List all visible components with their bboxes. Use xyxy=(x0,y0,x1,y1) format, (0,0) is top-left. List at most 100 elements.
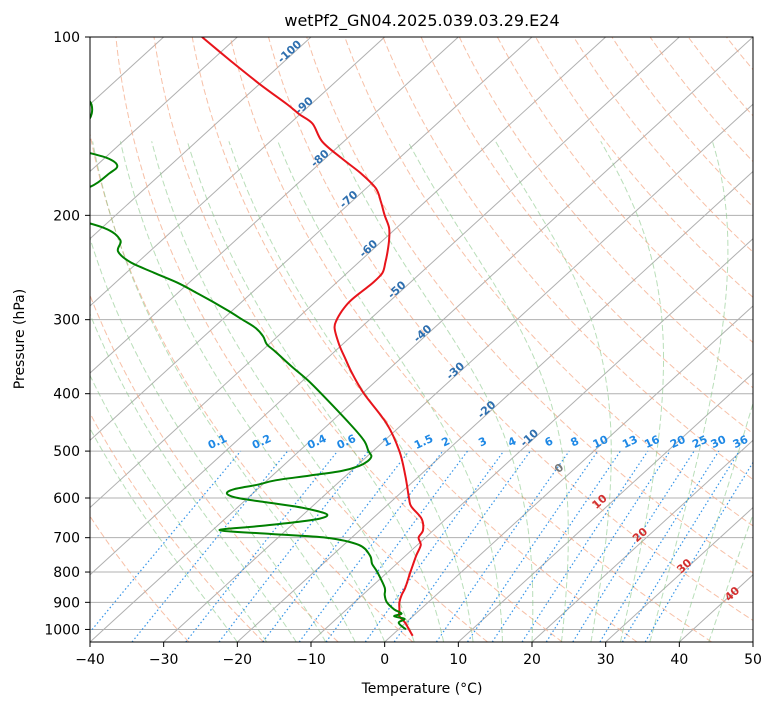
dry-adiabat xyxy=(382,37,753,481)
moist-adiabat xyxy=(119,141,386,642)
y-tick-label: 200 xyxy=(53,208,80,224)
mixing-ratio-line xyxy=(298,450,444,642)
moist-adiabat xyxy=(600,141,664,642)
mixing-ratio-label: 20 xyxy=(668,433,688,451)
moist-adiabat xyxy=(90,236,327,642)
moist-adiabat xyxy=(186,141,445,642)
moist-adiabat xyxy=(151,141,415,642)
moist-adiabat xyxy=(649,141,729,642)
dry-adiabat xyxy=(90,293,339,642)
mixing-ratio-line xyxy=(621,450,740,642)
dry-adiabat xyxy=(153,37,563,642)
y-tick-label: 100 xyxy=(53,30,80,46)
mixing-ratio-line xyxy=(521,450,649,642)
isotherm-line xyxy=(90,37,312,240)
moist-adiabat xyxy=(90,312,297,642)
temperature-profile xyxy=(201,37,425,637)
y-axis-title: Pressure (hPa) xyxy=(12,289,28,389)
isotherm-line xyxy=(90,37,607,509)
dry-adiabat xyxy=(115,37,488,642)
sounding-profiles xyxy=(90,37,425,637)
isotherm-line xyxy=(90,37,459,374)
mixing-ratio-label: 16 xyxy=(642,433,662,451)
y-tick-label: 400 xyxy=(53,387,80,403)
mixing-ratio-line xyxy=(185,450,339,642)
y-tick-label: 600 xyxy=(53,491,80,507)
isotherm-line xyxy=(90,37,753,642)
x-tick-label: −30 xyxy=(149,652,179,668)
mixing-ratio-line xyxy=(364,450,505,642)
moist-adiabat xyxy=(90,427,238,642)
moist-adiabat xyxy=(90,374,268,642)
moist-adiabat xyxy=(407,141,569,642)
isotherm-line xyxy=(90,37,680,576)
y-tick-label: 800 xyxy=(53,565,80,581)
mixing-ratio-lines xyxy=(90,450,753,642)
moist-adiabat xyxy=(228,141,474,642)
moist-adiabat xyxy=(92,141,356,642)
isotherm-line xyxy=(457,372,753,642)
isotherm-line xyxy=(90,37,533,442)
mixing-ratio-labels: 0.1 0.2 0.4 0.6 1 1.5 2 3 4 6 8 10 13 16 20 25 30 36 xyxy=(206,432,751,452)
x-tick-label: −40 xyxy=(75,652,105,668)
dry-adiabat xyxy=(229,37,712,642)
dry-adiabat xyxy=(90,131,414,642)
mixing-ratio-line xyxy=(466,450,599,642)
dry-adiabat xyxy=(649,37,753,163)
moist-adiabat xyxy=(336,141,534,642)
x-tick-label: 40 xyxy=(670,652,688,668)
mixing-ratio-line xyxy=(435,450,570,642)
chart-title: wetPf2_GN04.2025.039.03.29.E24 xyxy=(284,11,559,31)
mixing-ratio-line xyxy=(131,450,289,642)
dry-adiabat xyxy=(535,37,753,298)
x-axis: −40 −30 −20 −10 0 10 20 30 40 50 xyxy=(75,642,762,668)
mixing-ratio-label: 30 xyxy=(709,433,729,451)
moist-adiabat xyxy=(277,141,503,642)
x-tick-label: 50 xyxy=(744,652,762,668)
isotherm-line xyxy=(90,37,386,307)
moist-adiabat xyxy=(495,141,612,642)
x-tick-label: −20 xyxy=(223,652,253,668)
moist-adiabat xyxy=(678,401,753,642)
dry-adiabat xyxy=(496,37,753,344)
x-tick-label: 20 xyxy=(523,652,541,668)
mixing-ratio-label: 10 xyxy=(591,433,611,451)
mixing-ratio-line xyxy=(325,450,468,642)
dry-adiabat xyxy=(90,515,190,642)
mixing-ratio-line xyxy=(393,450,531,642)
x-axis-title: Temperature (°C) xyxy=(361,681,483,697)
mixing-ratio-label: 25 xyxy=(690,433,709,451)
x-tick-label: 30 xyxy=(597,652,615,668)
moist-adiabat xyxy=(708,513,753,642)
y-tick-label: 900 xyxy=(53,595,80,611)
y-axis: 1000 900 800 700 600 500 400 300 200 100 xyxy=(44,30,90,638)
dry-adiabat xyxy=(611,37,753,208)
x-tick-label: 0 xyxy=(380,652,389,668)
x-tick-label: 10 xyxy=(449,652,467,668)
dewpoint-profile xyxy=(90,100,407,631)
mixing-ratio-line xyxy=(545,450,671,642)
mixing-ratio-line xyxy=(491,450,621,642)
isotherm-line xyxy=(531,439,753,642)
isotherm-line xyxy=(605,506,753,642)
background-lines xyxy=(90,37,753,642)
mixing-ratio-label: 13 xyxy=(620,433,639,451)
x-tick-label: −10 xyxy=(296,652,326,668)
isotherm-line xyxy=(310,237,753,642)
isotherm-line xyxy=(163,103,753,642)
mixing-ratio-line xyxy=(90,450,242,634)
y-tick-label: 300 xyxy=(53,313,80,329)
y-tick-label: 700 xyxy=(53,531,80,547)
moist-adiabats xyxy=(90,141,753,642)
dry-adiabat xyxy=(90,412,264,642)
dry-adiabat xyxy=(191,37,638,642)
plot-frame xyxy=(89,36,754,643)
dry-adiabat xyxy=(306,37,753,574)
mixing-ratio-label: 36 xyxy=(731,433,751,451)
y-tick-label: 500 xyxy=(53,444,80,460)
isotherm-line xyxy=(90,37,238,173)
mixing-ratio-line xyxy=(572,450,695,642)
isotherm-line xyxy=(384,305,753,642)
y-tick-label: 1000 xyxy=(44,622,80,638)
